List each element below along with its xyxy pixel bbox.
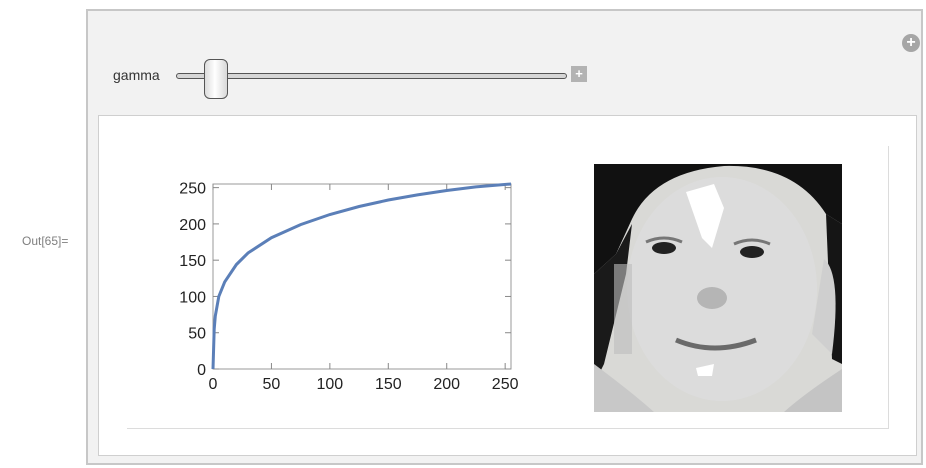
plus-circle-icon[interactable]: +	[902, 34, 920, 52]
panel-divider	[127, 428, 889, 429]
y-tick-label: 50	[188, 326, 206, 343]
x-tick-label: 50	[263, 376, 281, 393]
gamma-curve-line	[211, 182, 512, 370]
gamma-slider-track[interactable]	[176, 73, 567, 79]
y-tick-label: 150	[179, 253, 206, 270]
y-tick-label: 200	[179, 217, 206, 234]
x-tick-label: 0	[209, 376, 218, 393]
gamma-slider-thumb[interactable]	[204, 59, 228, 99]
face-portrait-image	[594, 164, 842, 412]
x-tick-label: 100	[317, 376, 344, 393]
x-tick-label: 150	[375, 376, 402, 393]
slider-label: gamma	[113, 67, 160, 83]
output-label: Out[65]=	[22, 234, 69, 248]
y-tick-label: 0	[197, 362, 206, 379]
y-tick-label: 100	[179, 289, 206, 306]
x-tick-label: 200	[433, 376, 460, 393]
gamma-curve-plot: 0 50 100 150 200 250 0 50 100 150 200 250	[179, 181, 519, 393]
y-tick-label: 250	[179, 181, 206, 198]
plot-frame	[212, 183, 512, 370]
x-tick-label: 250	[492, 376, 519, 393]
square-plus-icon[interactable]: +	[571, 66, 587, 82]
panel-divider	[888, 146, 889, 429]
